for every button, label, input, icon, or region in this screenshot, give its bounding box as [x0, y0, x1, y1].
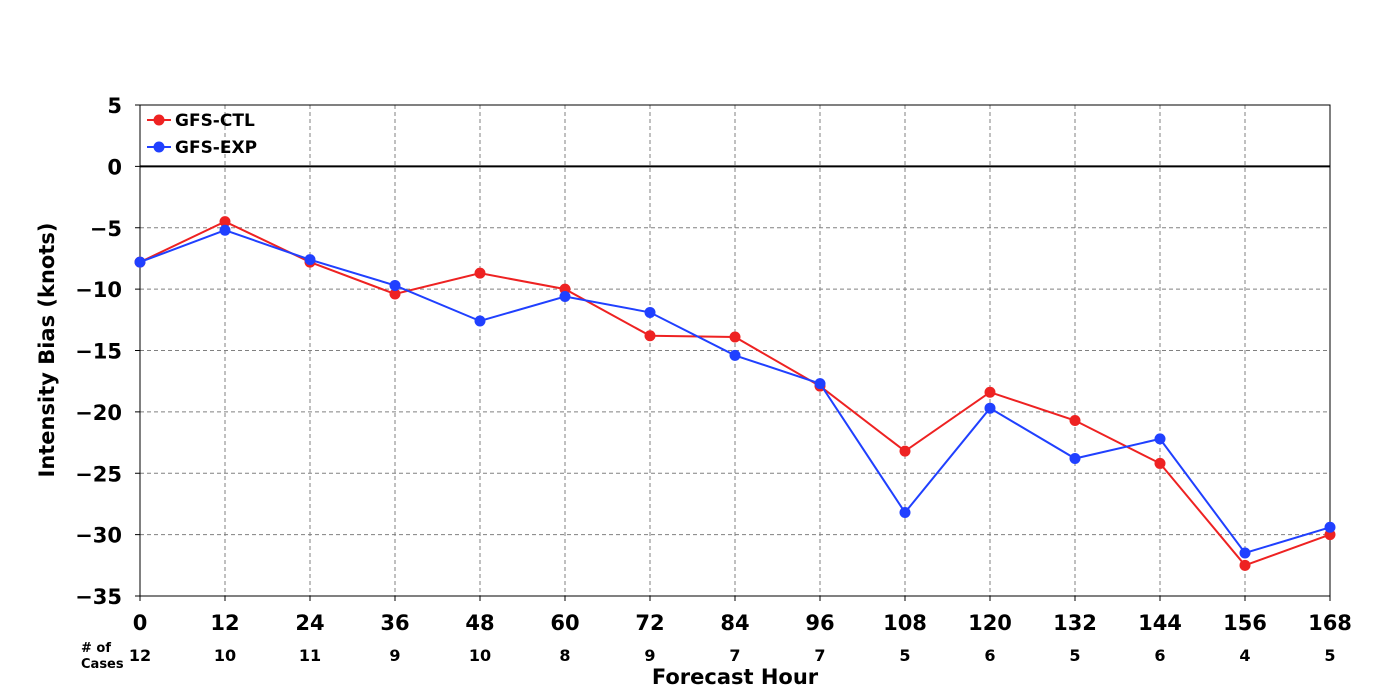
cases-title-line2: Cases — [81, 657, 124, 672]
data-point — [1069, 453, 1081, 465]
x-tick-label: 84 — [720, 611, 749, 635]
x-axis-title: Forecast Hour — [652, 665, 819, 689]
y-axis-ticks: 5 0 −5 −10 −15 −20 −25 −30 −35 — [75, 94, 140, 609]
data-point — [644, 330, 656, 342]
x-tick-label: 156 — [1223, 611, 1267, 635]
data-point — [389, 279, 401, 291]
legend-swatch-marker — [153, 141, 165, 153]
x-tick-label: 132 — [1053, 611, 1097, 635]
legend: GFS-CTL GFS-EXP — [147, 111, 257, 158]
case-count-label: 5 — [1069, 646, 1080, 665]
data-point — [474, 315, 486, 327]
x-tick-label: 24 — [295, 611, 324, 635]
case-count-label: 7 — [814, 646, 825, 665]
x-tick-label: 48 — [465, 611, 494, 635]
x-tick-label: 36 — [380, 611, 409, 635]
case-count-label: 6 — [1154, 646, 1165, 665]
y-tick-label: −25 — [75, 462, 122, 486]
y-tick-label: 0 — [107, 155, 122, 179]
legend-label: GFS-CTL — [175, 111, 255, 131]
x-tick-label: 0 — [133, 611, 148, 635]
case-count-label: 11 — [299, 646, 321, 665]
x-tick-label: 96 — [805, 611, 834, 635]
x-tick-label: 120 — [968, 611, 1012, 635]
case-count-label: 9 — [389, 646, 400, 665]
case-count-label: 6 — [984, 646, 995, 665]
x-axis-ticks: 0 12 24 36 48 60 72 84 96 108 120 132 144 156 168 — [133, 596, 1352, 635]
data-point — [984, 386, 996, 398]
data-point — [1154, 433, 1166, 445]
data-point — [814, 378, 826, 390]
data-point — [729, 331, 741, 343]
case-count-label: 10 — [469, 646, 491, 665]
x-tick-label: 72 — [635, 611, 664, 635]
data-point — [474, 267, 486, 279]
y-tick-label: −35 — [75, 585, 122, 609]
data-point — [644, 306, 656, 318]
y-tick-label: −5 — [90, 217, 122, 241]
data-point — [219, 224, 231, 236]
case-count-label: 7 — [729, 646, 740, 665]
case-count-label: 8 — [559, 646, 570, 665]
x-tick-label: 144 — [1138, 611, 1182, 635]
legend-label: GFS-EXP — [175, 138, 257, 158]
data-point — [1069, 414, 1081, 426]
data-point — [1239, 559, 1251, 571]
y-axis-title: Intensity Bias (knots) — [35, 223, 59, 478]
data-point — [1239, 547, 1251, 559]
data-point — [389, 288, 401, 300]
case-count-label: 5 — [899, 646, 910, 665]
data-point — [899, 507, 911, 519]
x-tick-label: 108 — [883, 611, 927, 635]
y-tick-label: −20 — [75, 401, 122, 425]
x-tick-label: 168 — [1308, 611, 1352, 635]
data-point — [899, 445, 911, 457]
grid-lines — [140, 105, 1330, 596]
case-count-label: 10 — [214, 646, 236, 665]
data-point — [219, 216, 231, 228]
data-point — [304, 254, 316, 266]
legend-swatch-marker — [153, 114, 165, 126]
cases-title-line1: # of — [81, 641, 111, 656]
y-tick-label: 5 — [107, 94, 122, 118]
data-point — [729, 349, 741, 361]
case-count-label: 5 — [1324, 646, 1335, 665]
data-point — [1154, 457, 1166, 469]
data-point — [559, 290, 571, 302]
y-tick-label: −15 — [75, 340, 122, 364]
series-gfs-exp — [134, 224, 1336, 559]
case-count-label: 12 — [129, 646, 151, 665]
series-layer — [134, 216, 1336, 571]
case-count-label: 4 — [1239, 646, 1250, 665]
data-point — [134, 256, 146, 268]
data-point — [1324, 521, 1336, 533]
y-tick-label: −30 — [75, 524, 122, 548]
y-tick-label: −10 — [75, 278, 122, 302]
x-tick-label: 60 — [550, 611, 579, 635]
x-tick-label: 12 — [210, 611, 239, 635]
case-count-label: 9 — [644, 646, 655, 665]
data-point — [984, 402, 996, 414]
cases-row: # of Cases 12 10 11 9 10 8 9 7 7 5 6 5 6 4 5 — [81, 641, 1336, 672]
